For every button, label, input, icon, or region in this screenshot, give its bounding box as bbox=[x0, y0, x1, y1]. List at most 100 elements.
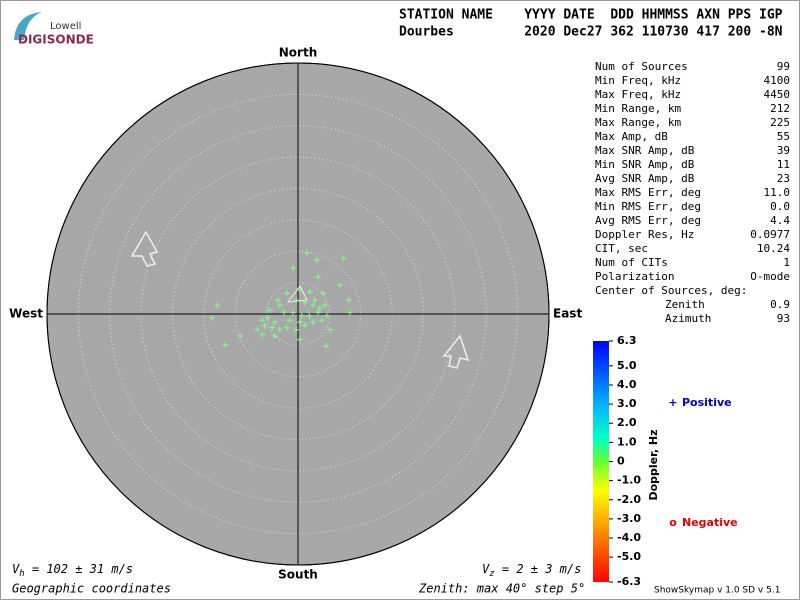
stat-label: Polarization bbox=[595, 270, 674, 283]
source-point bbox=[306, 312, 313, 319]
stat-label: Max Range, km bbox=[595, 116, 681, 129]
source-point bbox=[296, 287, 303, 294]
source-point bbox=[323, 343, 330, 350]
source-point bbox=[259, 317, 266, 324]
source-point bbox=[289, 309, 296, 316]
source-point bbox=[345, 297, 352, 304]
center-label: Zenith bbox=[665, 298, 705, 311]
source-point bbox=[281, 309, 288, 316]
source-point bbox=[340, 255, 347, 262]
colorbar-tick-label: 5.0 bbox=[617, 359, 637, 372]
source-point bbox=[293, 297, 300, 304]
version: ShowSkymap v 1.0 SD v 5.1 bbox=[654, 586, 780, 596]
source-point bbox=[264, 314, 271, 321]
source-point bbox=[261, 322, 268, 329]
source-point bbox=[298, 312, 305, 319]
source-point bbox=[323, 312, 330, 319]
east-label: East bbox=[553, 307, 582, 321]
stat-value: 99 bbox=[777, 60, 790, 73]
stat-label: Num of CITs bbox=[595, 256, 668, 269]
source-point bbox=[301, 322, 308, 329]
source-point bbox=[237, 332, 244, 339]
colorbar-tick-label: 2.0 bbox=[617, 416, 637, 429]
source-point bbox=[296, 336, 303, 343]
stat-label: Max SNR Amp, dB bbox=[595, 144, 695, 157]
legend-marker: + bbox=[668, 396, 677, 409]
west-label: West bbox=[9, 307, 43, 321]
source-point bbox=[269, 324, 276, 331]
stat-value: 4.4 bbox=[770, 214, 790, 227]
source-point bbox=[266, 307, 273, 314]
source-point bbox=[347, 309, 354, 316]
source-point bbox=[276, 302, 283, 309]
stat-value: 23 bbox=[777, 172, 790, 185]
source-point bbox=[296, 319, 303, 326]
center-label: Azimuth bbox=[665, 312, 711, 325]
logo-swoosh bbox=[14, 12, 42, 40]
stat-value: 0.0977 bbox=[750, 228, 790, 241]
legend-marker: o bbox=[669, 516, 677, 529]
vh: Vh = 102 ± 31 m/s bbox=[12, 562, 133, 579]
legend-label: Positive bbox=[682, 396, 732, 409]
stat-label: Doppler Res, Hz bbox=[595, 228, 694, 241]
stat-value: 1 bbox=[783, 256, 790, 269]
source-point bbox=[254, 326, 261, 333]
source-point bbox=[293, 326, 300, 333]
source-point bbox=[315, 309, 322, 316]
source-point bbox=[315, 273, 322, 280]
source-point bbox=[303, 250, 310, 257]
source-point bbox=[286, 317, 293, 324]
zenith-info: Zenith: max 40° step 5° bbox=[418, 582, 585, 596]
colorbar-tick-label: 3.0 bbox=[617, 397, 637, 410]
source-point bbox=[306, 289, 313, 296]
center-value: 93 bbox=[777, 312, 790, 325]
source-point bbox=[283, 324, 290, 331]
stat-label: Min RMS Err, deg bbox=[595, 200, 701, 213]
center-title: Center of Sources, deg: bbox=[595, 284, 747, 297]
colorbar-tick-label: -2.0 bbox=[617, 493, 641, 506]
source-point bbox=[276, 326, 283, 333]
colorbar-tick-label: 1.0 bbox=[617, 435, 637, 448]
source-point bbox=[271, 332, 278, 339]
legend-label: Negative bbox=[682, 516, 738, 529]
source-point bbox=[209, 314, 216, 321]
colorbar-tick-label: 6.3 bbox=[617, 334, 637, 347]
colorbar-label: Doppler, Hz bbox=[647, 429, 660, 500]
stat-label: CIT, sec bbox=[595, 242, 648, 255]
stat-value: 10.24 bbox=[757, 242, 790, 255]
arrow bbox=[442, 334, 470, 369]
stat-value: 0.0 bbox=[770, 200, 790, 213]
source-point bbox=[320, 290, 327, 297]
source-point bbox=[259, 331, 266, 338]
logo-top: Lowell bbox=[50, 21, 81, 32]
colorbar bbox=[593, 341, 609, 582]
source-point bbox=[214, 302, 221, 309]
stat-value: 11 bbox=[777, 158, 790, 171]
stat-value: 4450 bbox=[764, 88, 791, 101]
source-point bbox=[301, 299, 308, 306]
stat-label: Min Range, km bbox=[595, 102, 681, 115]
colorbar-tick-label: -6.3 bbox=[617, 575, 641, 588]
stat-value: 11.0 bbox=[764, 186, 791, 199]
north-label: North bbox=[279, 46, 317, 60]
colorbar-tick-label: 0 bbox=[617, 455, 625, 468]
colorbar-tick-label: -4.0 bbox=[617, 531, 641, 544]
source-point bbox=[316, 304, 323, 311]
stat-label: Max Freq, kHz bbox=[595, 88, 681, 101]
stat-label: Min Freq, kHz bbox=[595, 74, 681, 87]
source-point bbox=[318, 317, 325, 324]
header-values: Dourbes 2020 Dec27 362 110730 417 200 -8… bbox=[399, 25, 783, 40]
arrow bbox=[130, 230, 159, 267]
source-point bbox=[271, 319, 278, 326]
header-labels: STATION NAME YYYY DATE DDD HHMMSS AXN PP… bbox=[399, 8, 783, 23]
source-point bbox=[283, 290, 290, 297]
source-point bbox=[311, 297, 318, 304]
source-point bbox=[222, 341, 229, 348]
south-label: South bbox=[278, 568, 318, 582]
source-point bbox=[337, 282, 344, 289]
logo-bottom: DIGISONDE bbox=[18, 33, 94, 47]
arrow bbox=[286, 285, 308, 303]
stat-label: Avg RMS Err, deg bbox=[595, 214, 701, 227]
stat-value: 39 bbox=[777, 144, 790, 157]
